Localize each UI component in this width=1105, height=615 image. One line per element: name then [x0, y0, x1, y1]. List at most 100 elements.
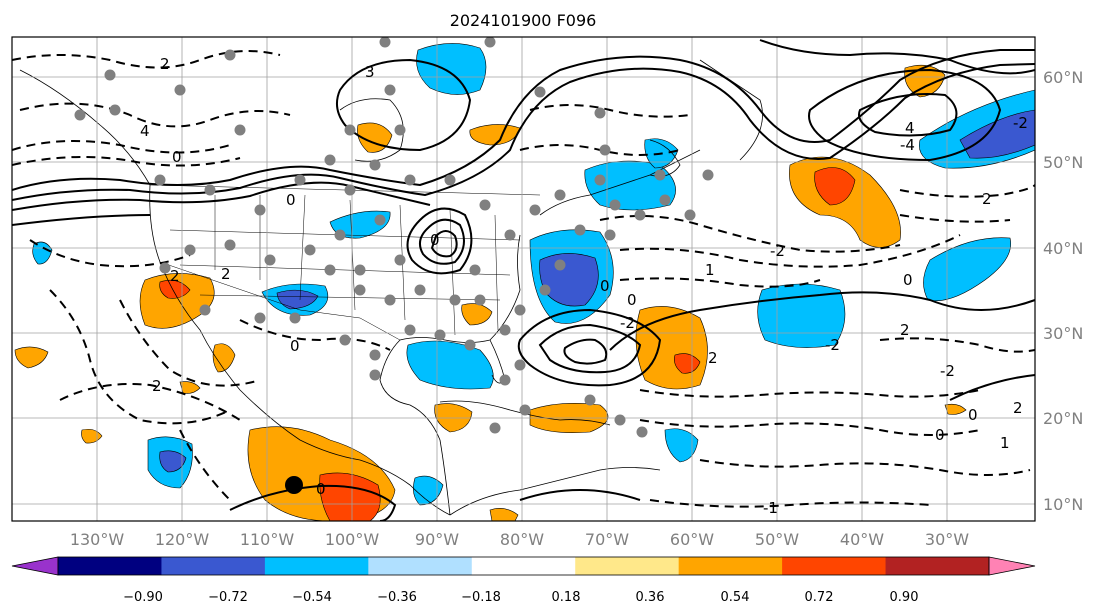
- colorbar-swatch: [368, 557, 473, 575]
- colorbar-swatch: [264, 557, 369, 575]
- lon-label: 50°W: [755, 530, 799, 549]
- contour-label: -2: [825, 336, 840, 354]
- colorbar-tick-label: 0.90: [890, 590, 919, 605]
- solid-contours: [12, 39, 1035, 521]
- contour-label: 1: [705, 261, 715, 279]
- shade-orange-labrador: [469, 124, 521, 146]
- shade-orange-mexico-nw: [139, 273, 215, 329]
- contour-label: 2: [900, 321, 910, 339]
- contour-label: 0: [286, 191, 296, 209]
- lon-label: 100°W: [325, 530, 380, 549]
- lat-label: 10°N: [1043, 495, 1083, 514]
- contour-label: 2: [708, 349, 718, 367]
- colorbar-tick-label: 0.36: [636, 590, 665, 605]
- colorbar-tick-label: 0.18: [552, 590, 581, 605]
- colorbar-tick-label: 0.54: [721, 590, 750, 605]
- map-panel: 2 4 0 2 0 2 0 2 0 0 0 -2 2 -4 3 -2 2 -2 …: [12, 37, 1035, 521]
- colorbar-tick-label: −0.72: [208, 590, 248, 605]
- colorbar-tick-label: 0.72: [805, 590, 834, 605]
- contour-label: 0: [290, 337, 300, 355]
- contour-label: 2: [1013, 399, 1023, 417]
- colorbar-swatch: [58, 557, 162, 575]
- lon-label: 80°W: [500, 530, 544, 549]
- station-dots: [74, 37, 714, 438]
- longitude-labels: 130°W 120°W 110°W 100°W 90°W 80°W 70°W 6…: [70, 530, 969, 549]
- coastlines: [19, 59, 763, 516]
- shade-orange-pacific-w: [14, 346, 49, 369]
- shade-orange-small-4: [489, 508, 519, 521]
- coast-north-america-west: [19, 69, 451, 516]
- contour-label: 0: [627, 291, 637, 309]
- dashed-contours: [12, 50, 1035, 508]
- shade-blue-pacific-core: [159, 450, 187, 473]
- contour-label: 2: [170, 267, 180, 285]
- lon-label: 60°W: [670, 530, 714, 549]
- gridlines: [12, 37, 1035, 521]
- lat-label: 20°N: [1043, 409, 1083, 428]
- contour-label: -2: [620, 314, 635, 332]
- contour-label: 0: [935, 426, 945, 444]
- coast-south-america: [449, 467, 661, 516]
- lon-label: 130°W: [70, 530, 125, 549]
- lat-label: 30°N: [1043, 324, 1083, 343]
- map-border: [11, 36, 1036, 522]
- colorbar-extend-low: [11, 556, 59, 576]
- colorbar-extend-high: [988, 556, 1036, 576]
- contour-label: 0: [316, 480, 326, 498]
- coast-hispaniola: [559, 419, 611, 426]
- lon-label: 120°W: [155, 530, 210, 549]
- lon-label: 30°W: [925, 530, 969, 549]
- shade-orange-atlantic-core: [674, 353, 701, 374]
- latitude-labels: 60°N 50°N 40°N 30°N 20°N 10°N: [1043, 68, 1083, 514]
- colorbar-swatch: [885, 557, 990, 575]
- shade-blue-eastcoast-core: [539, 253, 599, 307]
- contour-label: 0: [430, 231, 440, 249]
- colorbar: [11, 556, 1036, 576]
- colorbar-swatch: [782, 557, 887, 575]
- contour-label: -2: [1013, 114, 1028, 132]
- shade-blue-southwest-core: [276, 289, 319, 310]
- shade-blue-atlantic-east: [923, 237, 1012, 302]
- lon-label: 90°W: [415, 530, 459, 549]
- contour-label: 1: [1000, 434, 1010, 452]
- contour-label: 0: [172, 148, 182, 166]
- shade-blue-centralamerica: [413, 475, 444, 506]
- colorbar-swatch: [575, 557, 680, 575]
- contour-label: 3: [365, 63, 375, 81]
- shade-orange-midatlantic-core: [814, 167, 856, 206]
- colorbar-tick-label: −0.54: [292, 590, 332, 605]
- contour-label: 2: [982, 190, 992, 208]
- contour-label: 4: [140, 122, 150, 140]
- lon-label: 110°W: [240, 530, 295, 549]
- contour-label: 0: [600, 277, 610, 295]
- contour-label: 0: [968, 406, 978, 424]
- colorbar-tick-label: −0.36: [377, 590, 417, 605]
- shade-blue-gulf: [406, 340, 494, 390]
- colorbar-swatch: [678, 557, 783, 575]
- storm-center-marker: [285, 476, 303, 494]
- contour-label: 2: [160, 55, 170, 73]
- colorbar-outline: [57, 556, 990, 576]
- lat-label: 40°N: [1043, 239, 1083, 258]
- shade-orange-small-2: [179, 381, 201, 394]
- coast-hudson-bay: [339, 98, 404, 162]
- contour-label: 4: [905, 119, 915, 137]
- colorbar-tick-label: −0.90: [123, 590, 163, 605]
- shade-orange-atlantic: [635, 306, 708, 390]
- colorbar-tick-labels: −0.90 −0.72 −0.54 −0.36 −0.18 0.18 0.36 …: [123, 590, 918, 605]
- contour-label: -1: [763, 499, 778, 517]
- contour-label: -2: [940, 362, 955, 380]
- shade-blue-westcoast: [32, 241, 53, 265]
- contour-labels: 2 4 0 2 0 2 0 2 0 0 0 -2 2 -4 3 -2 2 -2 …: [140, 55, 1028, 517]
- figure-title: 2024101900 F096: [450, 11, 597, 30]
- contour-label: 2: [152, 377, 162, 395]
- contour-label: -4: [900, 136, 915, 154]
- shade-blue-atlantic-ne-core: [959, 109, 1035, 159]
- shade-orange-mexico-nw-core: [159, 279, 191, 299]
- coast-greenland: [699, 59, 763, 161]
- colorbar-swatch: [161, 557, 266, 575]
- colorbar-swatch: [471, 557, 576, 575]
- shade-blue-canada: [416, 43, 487, 95]
- lon-label: 70°W: [585, 530, 629, 549]
- shade-orange-small-3: [944, 403, 967, 415]
